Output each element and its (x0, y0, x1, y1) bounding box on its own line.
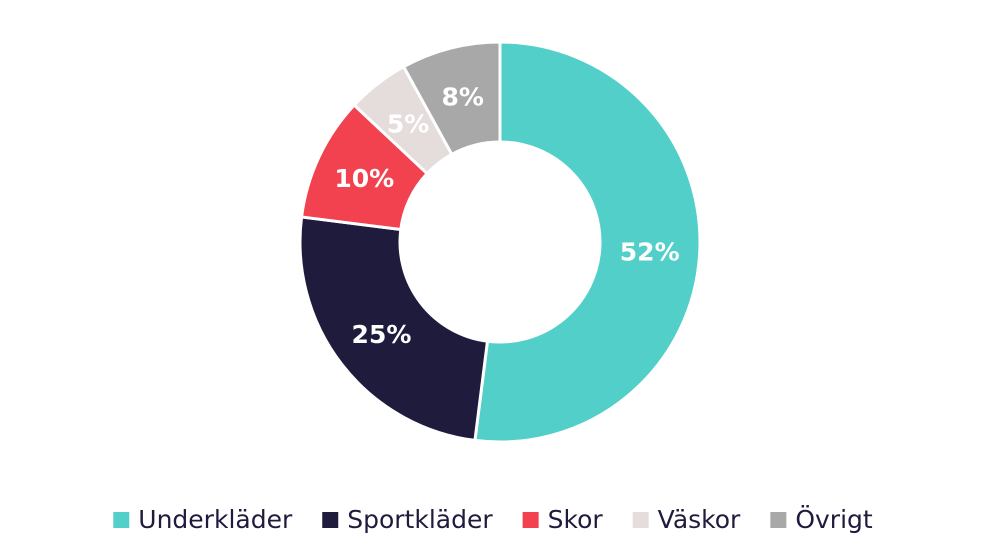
legend-label: Övrigt (795, 505, 873, 534)
slice-label: 8% (441, 83, 483, 112)
legend-label: Skor (548, 505, 604, 534)
legend-swatch (770, 512, 787, 528)
legend-swatch (632, 512, 649, 528)
legend-swatch (113, 512, 130, 528)
donut-slice (473, 40, 702, 444)
slice-label: 52% (620, 237, 680, 266)
legend-label: Sportkläder (347, 505, 493, 534)
slice-label: 25% (352, 320, 412, 349)
donut-slice (401, 40, 502, 157)
slice-label: 10% (334, 164, 394, 193)
legend: Underkläder Sportkläder Skor Väskor Övrigt (113, 505, 873, 534)
legend-swatch (322, 512, 339, 528)
legend-swatch (522, 512, 539, 528)
slice-label: 5% (387, 109, 429, 138)
donut-slice (298, 215, 490, 443)
legend-label: Underkläder (138, 505, 293, 534)
legend-label: Väskor (658, 505, 741, 534)
